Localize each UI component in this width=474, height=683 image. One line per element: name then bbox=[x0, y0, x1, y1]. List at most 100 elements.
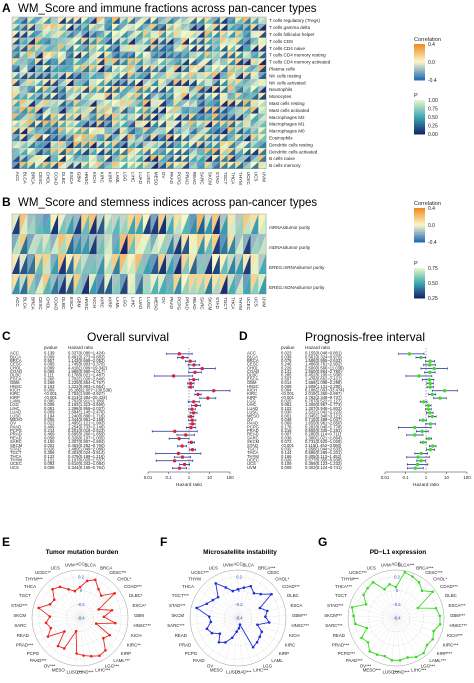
a-cell-p bbox=[58, 65, 66, 73]
a-cell-corr bbox=[27, 148, 36, 155]
radar-point bbox=[73, 589, 77, 593]
a-cell-corr bbox=[235, 113, 243, 121]
a-cell-p bbox=[104, 37, 113, 45]
a-cell-p bbox=[27, 51, 36, 59]
a-cell-p bbox=[258, 155, 267, 162]
a-cell-p bbox=[181, 37, 190, 45]
b-cell-corr bbox=[27, 214, 36, 234]
a-cell-p bbox=[204, 79, 213, 86]
a-cell-p bbox=[19, 161, 28, 169]
a-cell-p bbox=[212, 92, 220, 100]
a-cell-corr bbox=[243, 106, 251, 114]
a-cell-corr bbox=[173, 141, 182, 149]
a-cell-corr bbox=[19, 86, 28, 93]
a-legend-swatch bbox=[414, 104, 425, 107]
a-cell-p bbox=[212, 17, 220, 24]
a-cell-corr bbox=[166, 72, 174, 80]
forest-row-name: LGG bbox=[247, 399, 256, 404]
forest-row-hr: 1.486(0.761~2.902) bbox=[305, 362, 342, 367]
b-legend-swatch bbox=[414, 209, 425, 212]
radar-axis-label: UCS bbox=[209, 565, 218, 570]
a-cell-corr bbox=[189, 72, 197, 80]
a-cell-corr bbox=[196, 65, 205, 73]
a-cell-p bbox=[12, 155, 20, 162]
a-cell-corr bbox=[73, 58, 82, 66]
a-cell-corr bbox=[81, 120, 89, 128]
a-col-label: CESC bbox=[38, 172, 43, 185]
forest-point bbox=[176, 451, 181, 456]
forest-point bbox=[415, 462, 420, 467]
forest-x-tick-label: 100 bbox=[463, 475, 471, 480]
a-cell-p bbox=[81, 161, 89, 169]
radar-point bbox=[102, 636, 105, 640]
b-cell-corr bbox=[96, 214, 105, 234]
a-cell-corr bbox=[112, 127, 120, 135]
a-cell-corr bbox=[204, 99, 213, 107]
a-cell-p bbox=[73, 65, 82, 73]
a-col-label: COAD bbox=[53, 172, 58, 186]
a-legend-title: P bbox=[414, 93, 418, 99]
a-cell-p bbox=[104, 92, 113, 100]
a-cell-p bbox=[181, 141, 190, 149]
a-cell-p bbox=[104, 65, 113, 73]
a-cell-p bbox=[196, 120, 205, 128]
b-cell-p bbox=[35, 234, 43, 254]
a-cell-corr bbox=[50, 44, 59, 52]
a-cell-p bbox=[127, 17, 136, 24]
b-legend-tick: 0.0 bbox=[428, 223, 435, 229]
a-cell-p bbox=[89, 23, 97, 31]
forest-row-hr: 1.307(0.948~1.802) bbox=[305, 406, 342, 411]
b-cell-p bbox=[89, 214, 97, 234]
b-cell-p bbox=[243, 274, 251, 294]
a-cell-corr bbox=[158, 106, 166, 114]
a-cell-p bbox=[212, 99, 220, 107]
a-cell-p bbox=[135, 17, 143, 24]
a-cell-corr bbox=[204, 58, 213, 66]
forest-row-hr: 1.702(0.911~3.180) bbox=[68, 399, 105, 404]
a-cell-p bbox=[42, 92, 51, 100]
a-cell-p bbox=[142, 44, 151, 52]
a-sig-mark: * bbox=[248, 60, 250, 65]
forest-row-hr: 1.495(1.121~1.993) bbox=[68, 421, 105, 426]
a-cell-p bbox=[227, 155, 236, 162]
a-cell-p bbox=[112, 17, 120, 24]
forest-row-name: READ bbox=[10, 435, 22, 440]
a-cell-corr bbox=[166, 113, 174, 121]
radar-point bbox=[388, 583, 391, 586]
a-cell-corr bbox=[73, 17, 82, 24]
forest-row-pvalue: 0.121 bbox=[44, 458, 55, 463]
a-cell-corr bbox=[166, 120, 174, 128]
b-cell-p bbox=[112, 274, 120, 294]
radar-spoke bbox=[70, 570, 81, 619]
a-cell-corr bbox=[235, 92, 243, 100]
a-cell-p bbox=[73, 86, 82, 93]
radar-point bbox=[102, 615, 106, 619]
b-legend-swatch bbox=[414, 230, 425, 233]
a-sig-mark: ** bbox=[216, 74, 220, 79]
a-cell-p bbox=[196, 92, 205, 100]
forest-row-pvalue: 0.102 bbox=[281, 406, 292, 411]
a-row-label: B cells memory bbox=[269, 163, 301, 168]
forest-row-pvalue: 0.122 bbox=[44, 454, 55, 459]
a-cell-p bbox=[150, 106, 159, 114]
a-cell-p bbox=[243, 155, 251, 162]
a-cell-p bbox=[219, 120, 228, 128]
b-legend-swatch bbox=[414, 286, 425, 289]
radar-point bbox=[99, 594, 103, 597]
forest-row-name: BLCA bbox=[10, 354, 21, 359]
b-legend-title: P bbox=[414, 261, 418, 267]
a-cell-corr bbox=[235, 17, 243, 24]
b-legend-swatch bbox=[414, 237, 425, 240]
a-cell-corr bbox=[189, 120, 197, 128]
radar-spoke bbox=[36, 597, 81, 619]
a-cell-p bbox=[150, 17, 159, 24]
a-cell-p bbox=[119, 30, 128, 38]
b-cell-corr bbox=[173, 234, 182, 254]
a-cell-p bbox=[212, 141, 220, 149]
a-cell-p bbox=[73, 92, 82, 100]
forest-point bbox=[438, 396, 442, 400]
a-cell-corr bbox=[250, 86, 259, 93]
a-sig-mark: * bbox=[48, 143, 50, 148]
a-cell-p bbox=[204, 99, 213, 107]
a-cell-p bbox=[65, 58, 74, 66]
